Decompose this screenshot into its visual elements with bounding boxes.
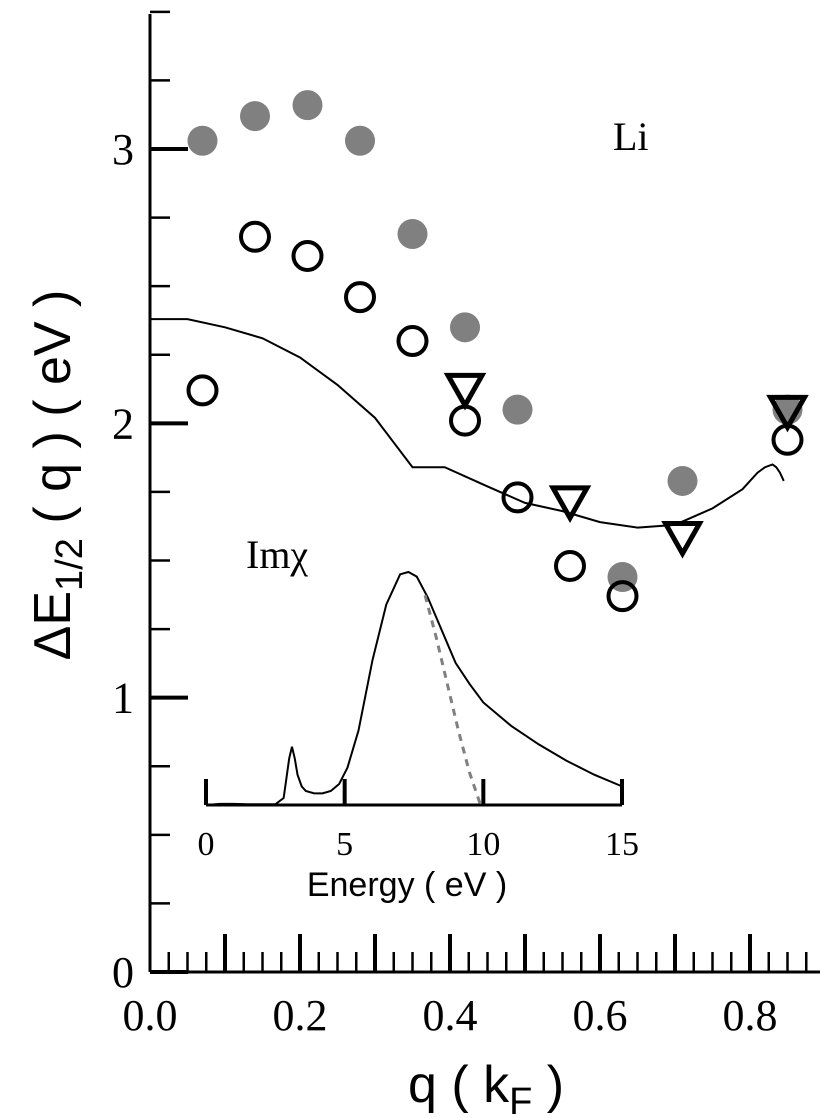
main-chart: 0 1 2 3 0.0 0.2 0.4 0.6 0.8 Li q ( kF ) ΔE1/2 (… (24, 10, 820, 1118)
open-circle-point (501, 481, 534, 514)
open-triangle-point (548, 485, 592, 523)
x-tick-label: 0.2 (273, 991, 328, 1040)
main-y-ticks: 0 1 2 3 (112, 10, 188, 997)
x-axis-title-rest: ) (532, 1056, 564, 1114)
x-axis-title-sub: F (509, 1081, 532, 1118)
annotation-li: Li (613, 114, 649, 159)
inset-x-tick-label: 10 (466, 826, 500, 863)
filled-circle-point (292, 90, 323, 121)
open-circle-point (396, 325, 429, 358)
filled-circle-point (502, 394, 533, 425)
filled-circle-point (187, 125, 218, 156)
open-circle-point (606, 580, 639, 613)
y-axis-title-sub: 1/2 (49, 538, 91, 591)
inset-x-tick-label: 0 (198, 826, 215, 863)
open-circle-point (239, 220, 271, 253)
main-x-ticks: 0.0 0.2 0.4 0.6 0.8 (123, 934, 808, 1040)
x-tick-label: 0.0 (123, 991, 178, 1040)
y-tick-label: 0 (112, 948, 134, 997)
inset-title: Imχ (246, 532, 308, 577)
x-tick-label: 0.4 (423, 991, 478, 1040)
open-circle-point (291, 239, 324, 272)
inset-x-axis-title: Energy ( eV ) (307, 866, 507, 904)
inset-x-tick-label: 5 (336, 826, 353, 863)
theory-curve (150, 318, 785, 529)
inset-x-tick-label: 15 (605, 826, 639, 863)
inset-solid-curve (205, 570, 623, 806)
open-circle-point (449, 404, 481, 437)
open-circle-point (186, 374, 219, 407)
y-axis-title-rest: ( q ) ( eV ) (24, 290, 82, 538)
filled-circle-point (450, 312, 480, 343)
filled-circle-point (240, 101, 270, 132)
theory-line (150, 318, 785, 529)
filled-circle-point (667, 465, 698, 496)
open-circle-point (344, 281, 376, 314)
inset-chart: 0 5 10 15 Imχ Energy ( eV ) (198, 532, 640, 904)
x-tick-label: 0.8 (723, 991, 778, 1040)
y-tick-label: 2 (112, 399, 134, 448)
inset-dashed-curve (423, 594, 482, 806)
y-axis-title-main: ΔE (24, 591, 82, 660)
inset-curves (205, 570, 623, 806)
open-triangle-point (766, 394, 809, 433)
x-tick-label: 0.6 (573, 991, 628, 1040)
inset-x-ticks: 0 5 10 15 (198, 779, 639, 863)
x-axis-title-main: q ( k (408, 1056, 510, 1114)
open-circle-point (554, 549, 586, 582)
open-triangle-point (661, 521, 704, 559)
open-triangle-point (443, 372, 487, 411)
data-markers (186, 90, 809, 613)
y-tick-label: 3 (112, 125, 134, 174)
y-axis-title: ΔE1/2 ( q ) ( eV ) (24, 290, 91, 661)
x-axis-title: q ( kF ) (408, 1056, 564, 1118)
filled-circle-point (345, 125, 375, 156)
filled-circle-point (397, 219, 428, 250)
y-tick-label: 1 (112, 674, 134, 723)
